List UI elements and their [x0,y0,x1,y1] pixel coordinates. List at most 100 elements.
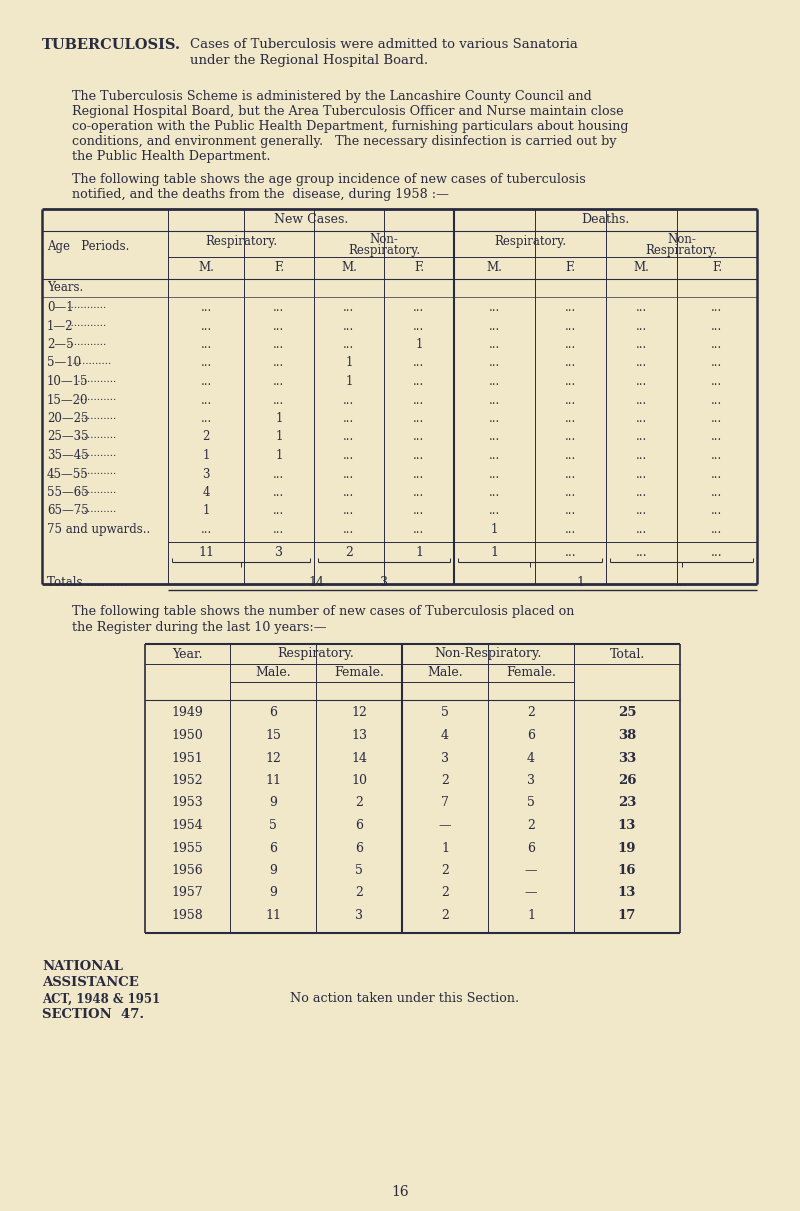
Text: Cases of Tuberculosis were admitted to various Sanatoria: Cases of Tuberculosis were admitted to v… [190,38,578,51]
Text: 1: 1 [491,523,498,536]
Text: M.: M. [341,262,357,274]
Text: 1953: 1953 [172,797,203,809]
Text: ...: ... [636,545,647,558]
Text: 16: 16 [618,863,636,877]
Text: ...: ... [489,486,500,499]
Text: 20—25: 20—25 [47,412,89,425]
Text: ...: ... [200,523,212,536]
Text: 2: 2 [355,886,363,900]
Text: 6: 6 [355,842,363,855]
Text: 3: 3 [202,467,210,481]
Text: ...: ... [274,375,285,388]
Text: 1: 1 [346,375,353,388]
Text: ...: ... [711,375,722,388]
Text: 5—10: 5—10 [47,356,81,369]
Text: ............: ............ [63,320,106,328]
Text: Years.: Years. [47,281,83,294]
Text: New Cases.: New Cases. [274,213,348,226]
Text: 26: 26 [618,774,636,787]
Text: —: — [525,886,538,900]
Text: ...: ... [414,430,425,443]
Text: 9: 9 [269,797,277,809]
Text: 13: 13 [351,729,367,742]
Text: ...: ... [489,394,500,407]
Text: ...: ... [565,356,576,369]
Text: ...: ... [636,486,647,499]
Text: M.: M. [634,262,650,274]
Text: Deaths.: Deaths. [582,213,630,226]
Text: ...: ... [711,545,723,558]
Text: 1949: 1949 [172,706,203,719]
Text: ...: ... [200,320,212,333]
Text: F.: F. [566,262,575,274]
Text: 1: 1 [346,356,353,369]
Text: 1: 1 [441,842,449,855]
Text: Non-: Non- [667,233,696,246]
Text: ...: ... [711,412,722,425]
Text: Total.: Total. [610,648,645,660]
Text: ...: ... [711,486,722,499]
Text: ...: ... [489,467,500,481]
Text: ...: ... [565,545,576,558]
Text: ...: ... [489,375,500,388]
Text: Non-Respiratory.: Non-Respiratory. [434,648,542,660]
Text: 65—75: 65—75 [47,505,89,517]
Text: ...: ... [565,320,576,333]
Text: 3: 3 [275,545,283,558]
Text: ...: ... [343,320,354,333]
Text: ...: ... [414,356,425,369]
Text: ...: ... [200,375,212,388]
Text: F.: F. [414,262,424,274]
Text: 6: 6 [269,706,277,719]
Text: Respiratory.: Respiratory. [278,648,354,660]
Text: ............: ............ [63,338,106,348]
Text: ...: ... [565,394,576,407]
Text: The Tuberculosis Scheme is administered by the Lancashire County Council and: The Tuberculosis Scheme is administered … [72,90,592,103]
Text: 12: 12 [265,752,281,764]
Text: Male.: Male. [427,666,463,679]
Text: the Public Health Department.: the Public Health Department. [72,150,270,163]
Text: ...: ... [711,467,722,481]
Text: ...: ... [200,338,212,351]
Text: 1957: 1957 [172,886,203,900]
Text: ...: ... [711,356,722,369]
Text: Female.: Female. [334,666,384,679]
Text: ...: ... [343,449,354,463]
Text: ...: ... [636,320,647,333]
Text: 2: 2 [527,706,535,719]
Text: ...: ... [414,302,425,314]
Text: Respiratory.: Respiratory. [205,235,277,248]
Text: conditions, and environment generally.   The necessary disinfection is carried o: conditions, and environment generally. T… [72,134,617,148]
Text: ...: ... [200,302,212,314]
Text: ...: ... [343,302,354,314]
Text: ...: ... [274,505,285,517]
Text: 6: 6 [527,729,535,742]
Text: ...: ... [636,302,647,314]
Text: 9: 9 [269,886,277,900]
Text: 2: 2 [441,886,449,900]
Text: ............: ............ [74,486,117,495]
Text: 45—55: 45—55 [47,467,89,481]
Text: F.: F. [274,262,284,274]
Text: ...: ... [565,375,576,388]
Text: ...: ... [565,302,576,314]
Text: Year.: Year. [172,648,202,660]
Text: 1: 1 [415,545,423,558]
Text: Male.: Male. [255,666,291,679]
Text: ...: ... [274,467,285,481]
Text: 2: 2 [527,819,535,832]
Text: 15: 15 [265,729,281,742]
Text: ............: ............ [74,467,117,476]
Text: ...: ... [489,356,500,369]
Text: Age   Periods.: Age Periods. [47,240,130,253]
Text: 25: 25 [618,706,636,719]
Text: 6: 6 [269,842,277,855]
Text: 2: 2 [441,863,449,877]
Text: ............: ............ [69,356,111,366]
Text: ............: ............ [74,430,117,440]
Text: ...: ... [711,449,722,463]
Text: ...: ... [274,320,285,333]
Text: ...: ... [343,523,354,536]
Text: ...: ... [343,505,354,517]
Text: ...: ... [200,356,212,369]
